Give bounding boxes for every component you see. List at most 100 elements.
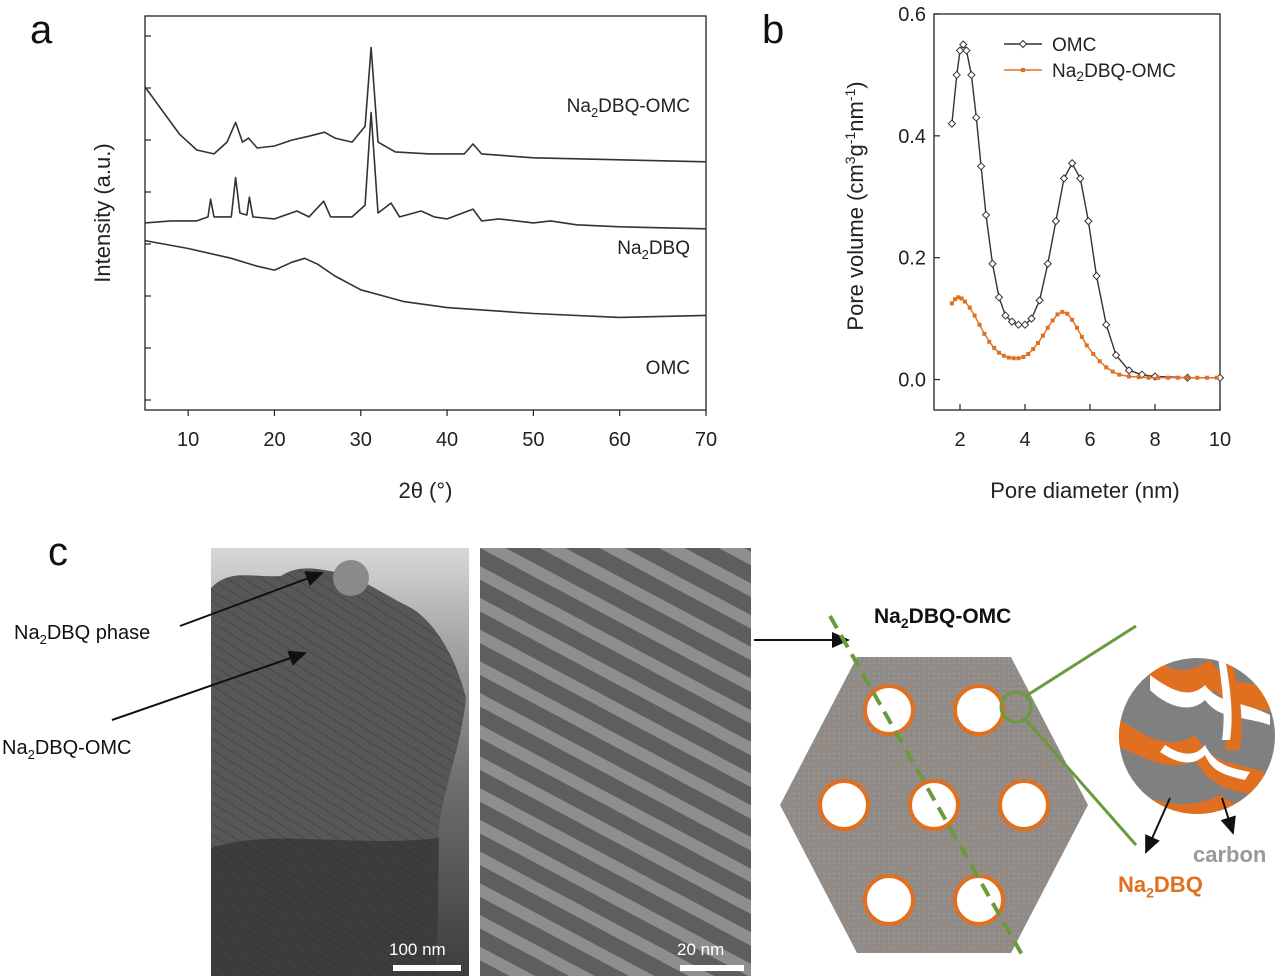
y-tick-label: 0.6 [898,4,926,26]
data-point [967,305,972,310]
data-point [976,162,986,171]
plot-frame [144,15,707,411]
data-point [1214,375,1219,380]
data-point [982,331,987,336]
y-tick-label: 0.4 [898,126,926,148]
x-tick-label: 50 [522,429,544,451]
data-point [1031,347,1036,352]
x-tick-label: 60 [609,429,631,451]
data-point [1060,309,1065,314]
data-point [1065,311,1070,316]
scale-label-20nm: 20 nm [677,940,725,959]
data-point [1067,159,1077,168]
panel-label-c: c [48,530,68,574]
data-point [967,70,976,80]
data-point [981,210,991,220]
data-point [1001,353,1006,358]
data-point [1084,216,1093,226]
data-point [1026,351,1031,356]
data-point [949,301,954,306]
magnified-pore-wall [1119,658,1275,814]
data-point [947,119,957,128]
annotation-na2dbq-omc: Na2DBQ-OMC [2,737,132,762]
legend-label: Na2DBQ-OMC [1052,61,1176,84]
panel-label-a: a [30,8,53,52]
data-point [1097,359,1102,364]
data-point [1001,311,1010,320]
data-point [1014,320,1023,329]
x-tick-label: 10 [1209,429,1231,451]
data-point [1055,312,1060,317]
pore [998,779,1050,831]
data-point [988,259,997,268]
annotation-na2dbq-phase: Na2DBQ phase [14,622,151,647]
data-point [1185,375,1190,380]
data-point [1051,216,1061,226]
data-point [1006,355,1011,360]
panel-label-b: b [762,8,785,52]
legend-label: OMC [1052,35,1096,56]
zoom-line-top [1025,624,1137,698]
data-point [1205,375,1209,380]
scale-bar-100nm [393,965,461,971]
data-point [959,40,968,49]
pore-size-chart: 2 4 6 8 10 0.0 0.2 0.4 0.6 Pore diameter (nm) Por… [842,4,1231,503]
x-tick-label: 40 [436,429,458,451]
data-point [1104,365,1109,370]
data-point [1091,351,1096,356]
data-point [1111,350,1121,360]
data-point [1020,320,1030,329]
y-tick-label: 0.2 [898,248,926,270]
data-point [953,297,958,302]
data-point [1124,366,1134,375]
legend-marker [1021,68,1025,72]
tem-image-low-mag: 100 nm [211,548,469,976]
data-point [1110,369,1115,374]
x-tick-label: 6 [1084,429,1095,451]
pore [863,684,915,736]
data-point [1059,174,1069,183]
x-axis-label: Pore diameter (nm) [990,478,1180,503]
arrow-phase [179,571,324,627]
arrow-na2dbq [1145,797,1171,854]
x-tick-label: 30 [350,429,372,451]
data-point [1043,259,1052,268]
data-point [952,70,961,80]
y-axis-label: Pore volume (cm3g-1nm-1) [842,81,868,330]
series-line-omc [144,239,707,319]
data-point [972,313,977,318]
label-na2dbq: Na2DBQ [1118,872,1203,901]
data-point [1027,314,1036,323]
x-tick-label: 10 [177,429,199,451]
data-point [1036,340,1040,345]
data-point [1102,320,1111,329]
data-point [987,339,992,344]
data-point [1021,354,1026,359]
zoom-line-bottom [1024,719,1138,846]
series-line-na2dbq-omc [951,296,1217,379]
data-point [994,293,1004,302]
y-tick-label: 0.0 [898,370,926,392]
y-axis-label: Intensity (a.u.) [90,143,115,282]
scale-bar-20nm [680,965,744,971]
pore [863,874,915,926]
data-point [1084,343,1089,348]
label-carbon: carbon [1193,842,1267,867]
arrow-omc [111,650,307,721]
data-point [1035,296,1044,305]
series-label-na2dbq: Na2DBQ [617,238,690,262]
data-point [962,46,971,55]
data-point [959,296,964,301]
x-tick-label: 2 [954,429,965,451]
schematic-layer [111,571,1275,961]
series-line-omc [951,43,1220,379]
x-tick-label: 20 [263,429,285,451]
x-tick-label: 4 [1019,429,1030,451]
data-point [1045,325,1050,330]
x-tick-label: 70 [695,429,717,451]
scale-label-100nm: 100 nm [389,940,446,959]
x-tick-label: 8 [1149,429,1160,451]
data-point [1050,318,1055,323]
data-point [1146,375,1151,380]
pore [953,874,1005,926]
